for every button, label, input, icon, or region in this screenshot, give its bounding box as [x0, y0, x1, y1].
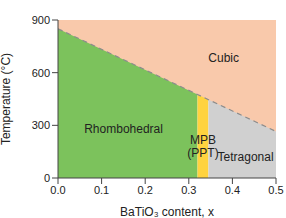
svg-text:0.0: 0.0: [50, 184, 65, 196]
svg-text:MPB(PPT): MPB(PPT): [187, 133, 218, 160]
svg-text:300: 300: [32, 119, 50, 131]
svg-text:0.1: 0.1: [94, 184, 109, 196]
svg-text:0.4: 0.4: [225, 184, 240, 196]
svg-text:600: 600: [32, 67, 50, 79]
svg-text:Temperature (°C): Temperature (°C): [8, 53, 13, 145]
svg-text:Rhombohedral: Rhombohedral: [84, 122, 163, 136]
svg-text:0.2: 0.2: [138, 184, 153, 196]
svg-text:0.3: 0.3: [181, 184, 196, 196]
svg-text:900: 900: [32, 14, 50, 26]
svg-text:0: 0: [44, 172, 50, 184]
svg-text:0.5: 0.5: [268, 184, 278, 196]
svg-text:Cubic: Cubic: [208, 51, 239, 65]
svg-text:BaTiO₃ content, x: BaTiO₃ content, x: [120, 205, 214, 218]
svg-text:Tetragonal: Tetragonal: [218, 150, 274, 164]
